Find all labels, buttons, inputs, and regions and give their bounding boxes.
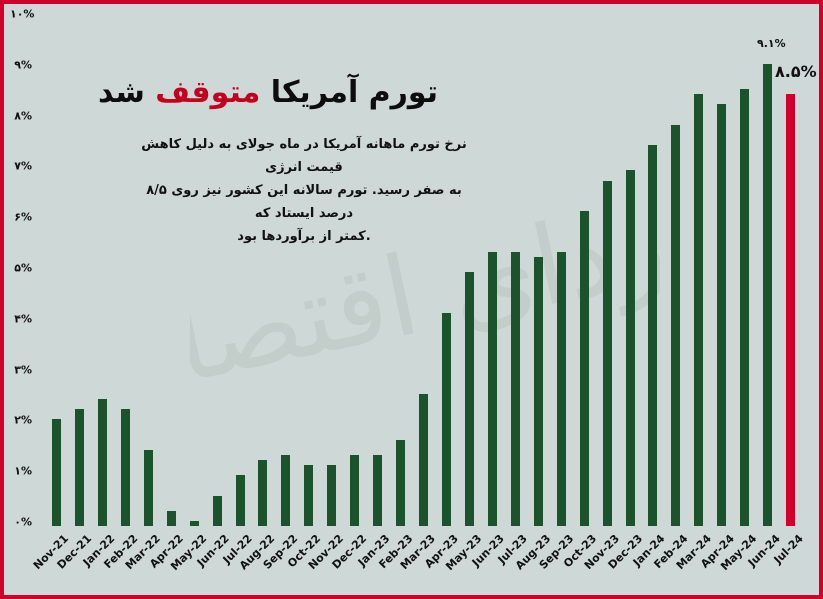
bar-jan-24 xyxy=(648,145,658,526)
bar-sep-22 xyxy=(281,454,291,526)
bar-mar-23 xyxy=(419,393,429,526)
bar-nov-21 xyxy=(52,419,61,526)
bar-aug-23 xyxy=(533,256,543,526)
bar-may-22 xyxy=(189,520,199,526)
title-accent: متوقف xyxy=(155,75,261,110)
y-tick-label: ۱۰% xyxy=(10,7,35,21)
bar-dec-23 xyxy=(625,170,635,526)
bar-mar-24 xyxy=(694,94,704,526)
bar-jul-24 xyxy=(786,94,796,526)
bar-jul-22 xyxy=(235,475,245,526)
y-tick-label: ۰% xyxy=(14,515,32,529)
y-tick-label: ۴% xyxy=(14,312,32,326)
annotation-latest: ۸.۵% xyxy=(775,62,817,81)
bar-oct-22 xyxy=(304,465,314,526)
subtitle-line-1: نرخ تورم ماهانه آمریکا در ماه جولای به د… xyxy=(141,137,467,175)
bar-apr-24 xyxy=(717,104,727,526)
y-tick-label: ۷% xyxy=(14,159,32,173)
bar-jun-22 xyxy=(212,495,222,526)
bar-jan-23 xyxy=(373,454,383,526)
bar-feb-24 xyxy=(671,124,681,526)
bar-apr-23 xyxy=(441,312,451,526)
annotation-peak: ۹.۱% xyxy=(757,37,786,50)
bar-nov-22 xyxy=(327,465,337,526)
bar-may-24 xyxy=(740,89,750,526)
bar-oct-23 xyxy=(579,211,589,526)
bar-nov-23 xyxy=(602,180,612,526)
bar-mar-22 xyxy=(143,449,153,526)
bar-jul-23 xyxy=(510,251,520,526)
bar-jan-22 xyxy=(97,399,107,526)
y-tick-label: ۵% xyxy=(14,261,32,275)
bar-jun-23 xyxy=(487,251,497,526)
bar-aug-22 xyxy=(258,459,268,526)
bar-dec-21 xyxy=(74,409,84,526)
bar-feb-23 xyxy=(396,439,406,526)
subtitle-line-2: به صفر رسید. تورم سالانه این کشور نیز رو… xyxy=(146,183,462,221)
bar-dec-22 xyxy=(350,454,360,526)
subtitle-line-3: .کمتر از برآوردها بود xyxy=(237,229,371,244)
y-tick-label: ۲% xyxy=(14,413,32,427)
bar-may-23 xyxy=(464,272,474,526)
chart-title: تورم آمریکا متوقف شد xyxy=(98,75,438,110)
bar-jun-24 xyxy=(763,63,773,526)
y-tick-label: ۳% xyxy=(14,363,32,377)
title-part2: شد xyxy=(98,75,156,110)
y-tick-label: ۱% xyxy=(14,464,32,478)
y-tick-label: ۹% xyxy=(14,58,32,72)
bar-feb-22 xyxy=(120,409,130,526)
bar-sep-23 xyxy=(556,251,566,526)
title-part1: تورم آمریکا xyxy=(260,75,438,110)
y-tick-label: ۶% xyxy=(14,210,32,224)
chart-subtitle: نرخ تورم ماهانه آمریکا در ماه جولای به د… xyxy=(128,133,480,248)
bar-apr-22 xyxy=(166,510,176,526)
y-tick-label: ۸% xyxy=(14,109,32,123)
